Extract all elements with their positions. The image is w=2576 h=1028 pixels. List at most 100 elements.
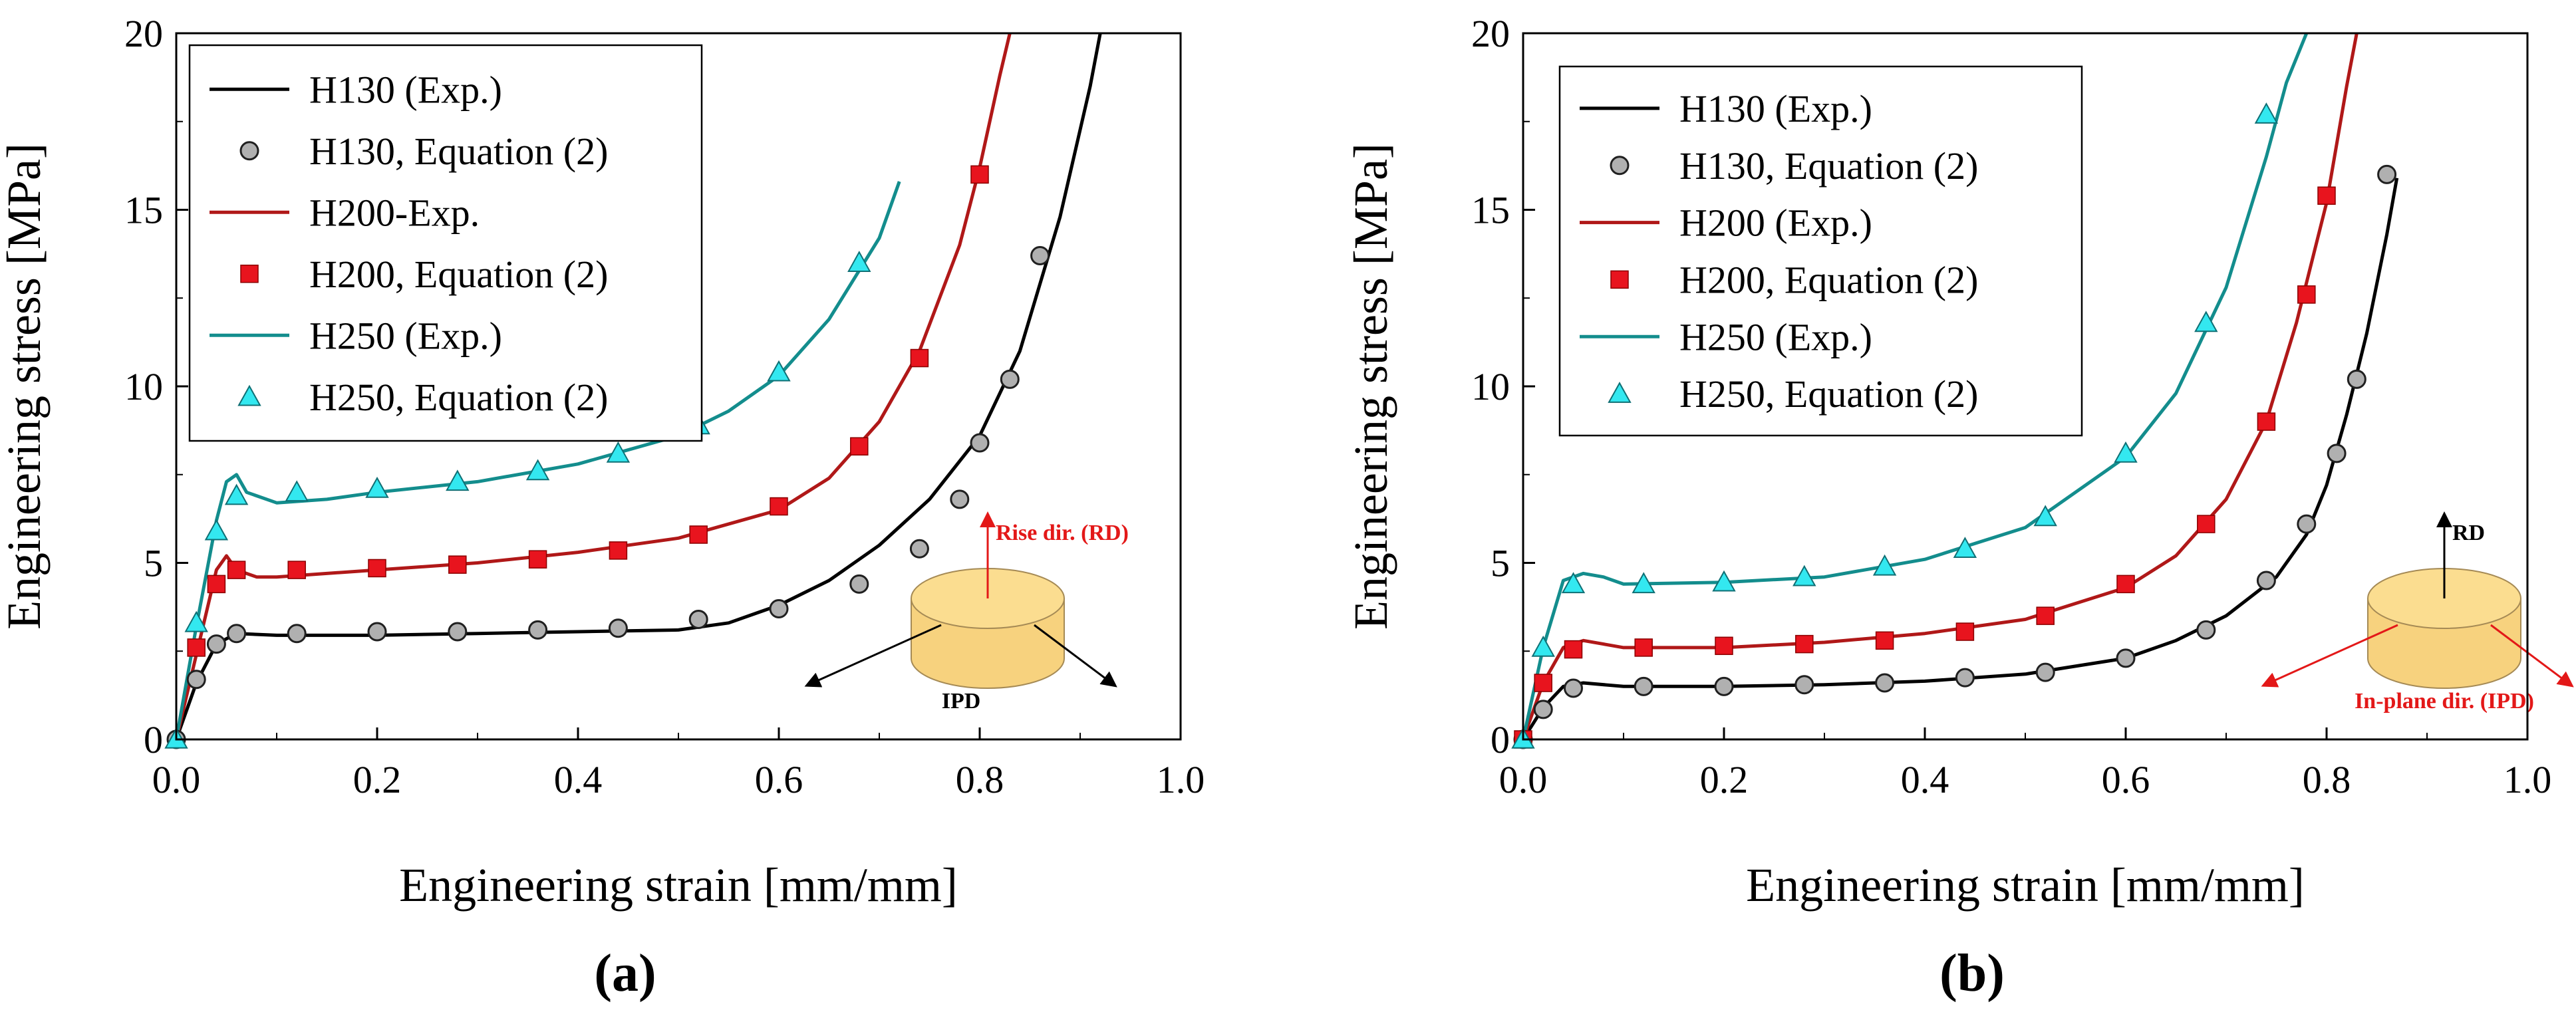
point-h250-equation-2	[606, 441, 631, 463]
point-h200-equation-2	[1715, 636, 1733, 656]
point-h250-equation-2	[1632, 572, 1655, 594]
point-h130-equation-2	[688, 609, 708, 629]
series-line-h200-exp	[176, 33, 1012, 739]
point-h200-equation-2	[287, 561, 306, 579]
point-h200-equation-2	[187, 638, 206, 657]
point-h250-equation-2	[2114, 441, 2138, 463]
point-h200-equation-2	[207, 575, 226, 594]
point-h130-equation-2	[2327, 444, 2347, 463]
x-tick-label: 0.4	[554, 758, 603, 801]
y-axis-label: Engineering stress [MPa]	[0, 143, 51, 630]
point-h130-equation-2	[2297, 514, 2317, 534]
point-h200-equation-2	[1564, 640, 1583, 659]
point-h200-equation-2	[2036, 606, 2055, 625]
y-tick-label: 0	[144, 718, 163, 761]
point-h200-equation-2	[689, 525, 708, 544]
x-tick-label: 0.6	[755, 758, 803, 801]
point-h130-equation-2	[2116, 648, 2136, 668]
y-tick-label: 5	[144, 542, 163, 585]
point-h130-equation-2	[2196, 620, 2216, 640]
point-h130-equation-2	[2347, 369, 2366, 389]
legend-label: H130 (Exp.)	[1679, 87, 1872, 130]
legend-label: H200-Exp.	[309, 191, 480, 234]
point-h130-equation-2	[769, 599, 789, 619]
y-tick-label: 5	[1491, 542, 1510, 585]
x-tick-label: 0.8	[956, 758, 1004, 801]
chart-panel-a: Rise dir. (RD) IPD 0.0 0.2 0.4 0.6 0.8 1.0 0 5 10 1…	[0, 12, 1205, 1003]
point-h200-equation-2	[850, 437, 869, 456]
inset-bottom-label: In-plane dir. (IPD)	[2355, 689, 2534, 713]
legend-label: H130, Equation (2)	[1679, 144, 1978, 188]
point-h250-equation-2	[365, 476, 389, 498]
point-h130-equation-2	[2377, 164, 2397, 184]
legend-label: H250, Equation (2)	[309, 376, 608, 419]
point-h130-equation-2	[608, 618, 628, 638]
y-tick-label: 20	[124, 12, 163, 55]
point-h130-equation-2	[186, 670, 206, 690]
x-tick-label: 1.0	[1157, 758, 1205, 801]
point-h250-equation-2	[847, 251, 871, 272]
point-h200-equation-2	[1795, 634, 1814, 654]
point-h200-equation-2	[2197, 515, 2216, 533]
point-h250-equation-2	[1712, 570, 1736, 592]
point-h130-equation-2	[206, 634, 226, 654]
point-h200-equation-2	[2116, 575, 2135, 594]
point-h130-equation-2	[227, 624, 247, 644]
y-tick-label: 15	[1471, 189, 1510, 232]
point-h250-equation-2	[204, 519, 229, 541]
legend-label: H200, Equation (2)	[1679, 258, 1978, 301]
legend-label: H250 (Exp.)	[309, 314, 502, 357]
y-tick-label: 15	[124, 189, 163, 232]
inset-top-label: RD	[2452, 521, 2485, 545]
panel-caption: (a)	[594, 944, 656, 1003]
panel-caption: (b)	[1939, 944, 2005, 1003]
point-h250-equation-2	[1531, 635, 1555, 657]
point-h130-equation-2	[287, 624, 307, 644]
y-tick-label: 20	[1471, 12, 1510, 55]
point-h130-equation-2	[1000, 369, 1020, 389]
x-axis-label: Engineering strain [mm/mm]	[1746, 858, 2305, 912]
ipd-arrow-right	[2490, 624, 2574, 688]
point-h130-equation-2	[1794, 675, 1814, 695]
x-tick-label: 0.2	[353, 758, 402, 801]
point-h250-equation-2	[2254, 102, 2279, 124]
point-h200-equation-2	[368, 559, 386, 578]
point-h250-equation-2	[224, 483, 249, 505]
ipd-arrow-right	[1034, 624, 1117, 688]
point-h250-equation-2	[767, 360, 791, 382]
point-h130-equation-2	[367, 622, 387, 642]
point-h200-equation-2	[2257, 412, 2276, 431]
point-h130-equation-2	[1714, 676, 1734, 696]
point-h200-equation-2	[227, 561, 246, 579]
inset-top-label: Rise dir. (RD)	[996, 521, 1129, 545]
point-h200-equation-2	[528, 550, 547, 569]
point-h130-equation-2	[909, 539, 929, 559]
point-h250-equation-2	[1953, 537, 1977, 559]
x-tick-label: 0.4	[1901, 758, 1949, 801]
y-tick-label: 10	[1471, 365, 1510, 408]
point-h250-equation-2	[446, 469, 470, 491]
point-h130-equation-2	[448, 622, 468, 642]
legend-label: H200, Equation (2)	[309, 253, 608, 296]
legend-swatch-h130-equation-2	[1610, 156, 1630, 176]
x-tick-label: 1.0	[2504, 758, 2552, 801]
point-h250-equation-2	[2194, 311, 2218, 332]
point-h200-equation-2	[1634, 638, 1653, 657]
point-h200-equation-2	[2297, 285, 2316, 304]
point-h200-equation-2	[970, 165, 989, 184]
x-tick-label: 0.0	[1499, 758, 1548, 801]
point-h200-equation-2	[910, 348, 929, 368]
point-h250-equation-2	[184, 610, 208, 632]
point-h130-equation-2	[2256, 571, 2276, 590]
legend-label: H250, Equation (2)	[1679, 372, 1978, 416]
point-h130-equation-2	[1875, 673, 1895, 693]
y-tick-label: 10	[124, 365, 163, 408]
legend-label: H130 (Exp.)	[309, 68, 502, 111]
specimen-inset: RD In-plane dir. (IPD)	[2261, 511, 2574, 713]
point-h250-equation-2	[525, 459, 550, 481]
legend-label: H250 (Exp.)	[1679, 315, 1872, 358]
ipd-arrow-left	[2261, 624, 2398, 688]
y-tick-label: 0	[1491, 718, 1510, 761]
legend-swatch-h130-equation-2	[239, 141, 259, 161]
